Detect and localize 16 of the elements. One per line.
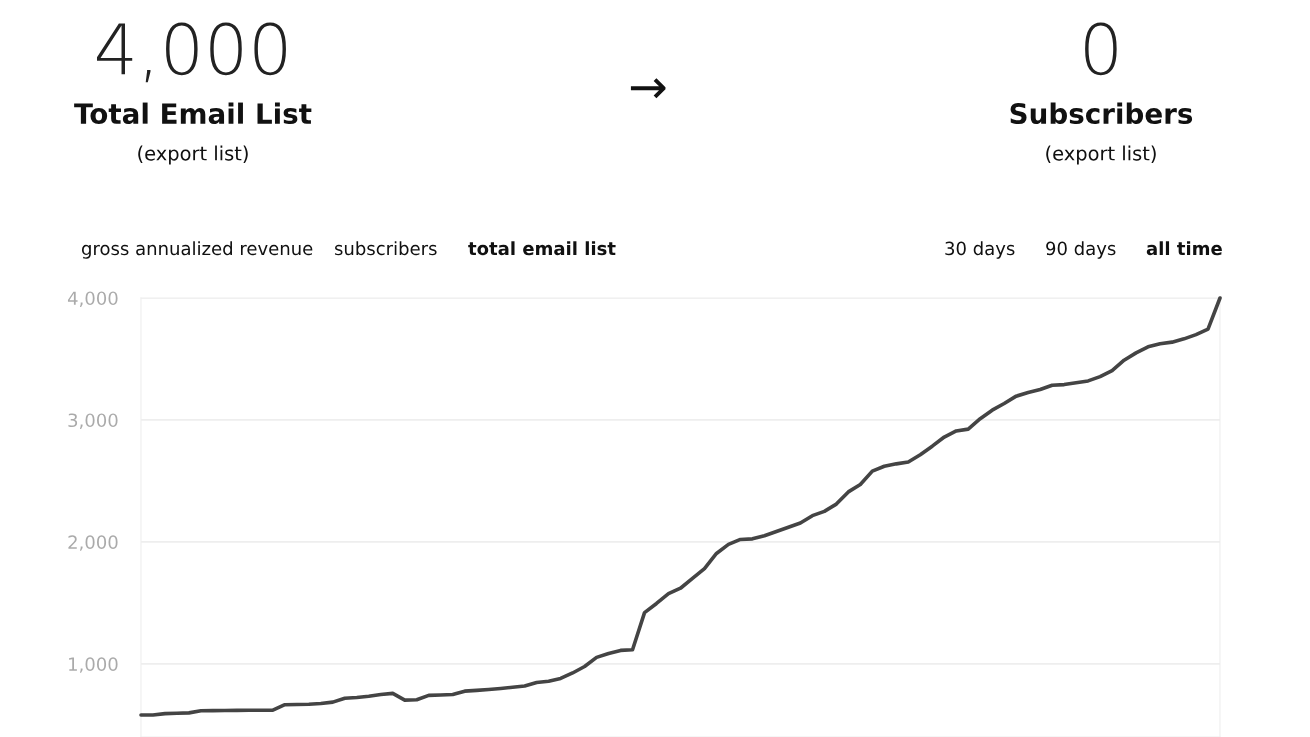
y-tick-label: 4,000: [67, 291, 118, 307]
text: 30 days: [945, 241, 1015, 259]
text: 90 days: [1046, 241, 1116, 259]
text: all time: [1146, 241, 1222, 256]
text: Subscribers: [1010, 102, 1193, 125]
text: 0: [1085, 22, 1117, 76]
text: gross annualized revenue: [82, 241, 313, 259]
text: (export list): [138, 145, 248, 165]
y-tick-label: 1,000: [69, 657, 118, 673]
text: total email list: [468, 241, 616, 256]
text: Total Email List: [74, 102, 312, 125]
text: subscribers: [334, 241, 437, 256]
y-tick-label: 3,000: [68, 413, 118, 429]
y-tick-label: 2,000: [68, 535, 118, 551]
text: (export list): [1046, 145, 1156, 165]
text: →: [630, 78, 666, 99]
